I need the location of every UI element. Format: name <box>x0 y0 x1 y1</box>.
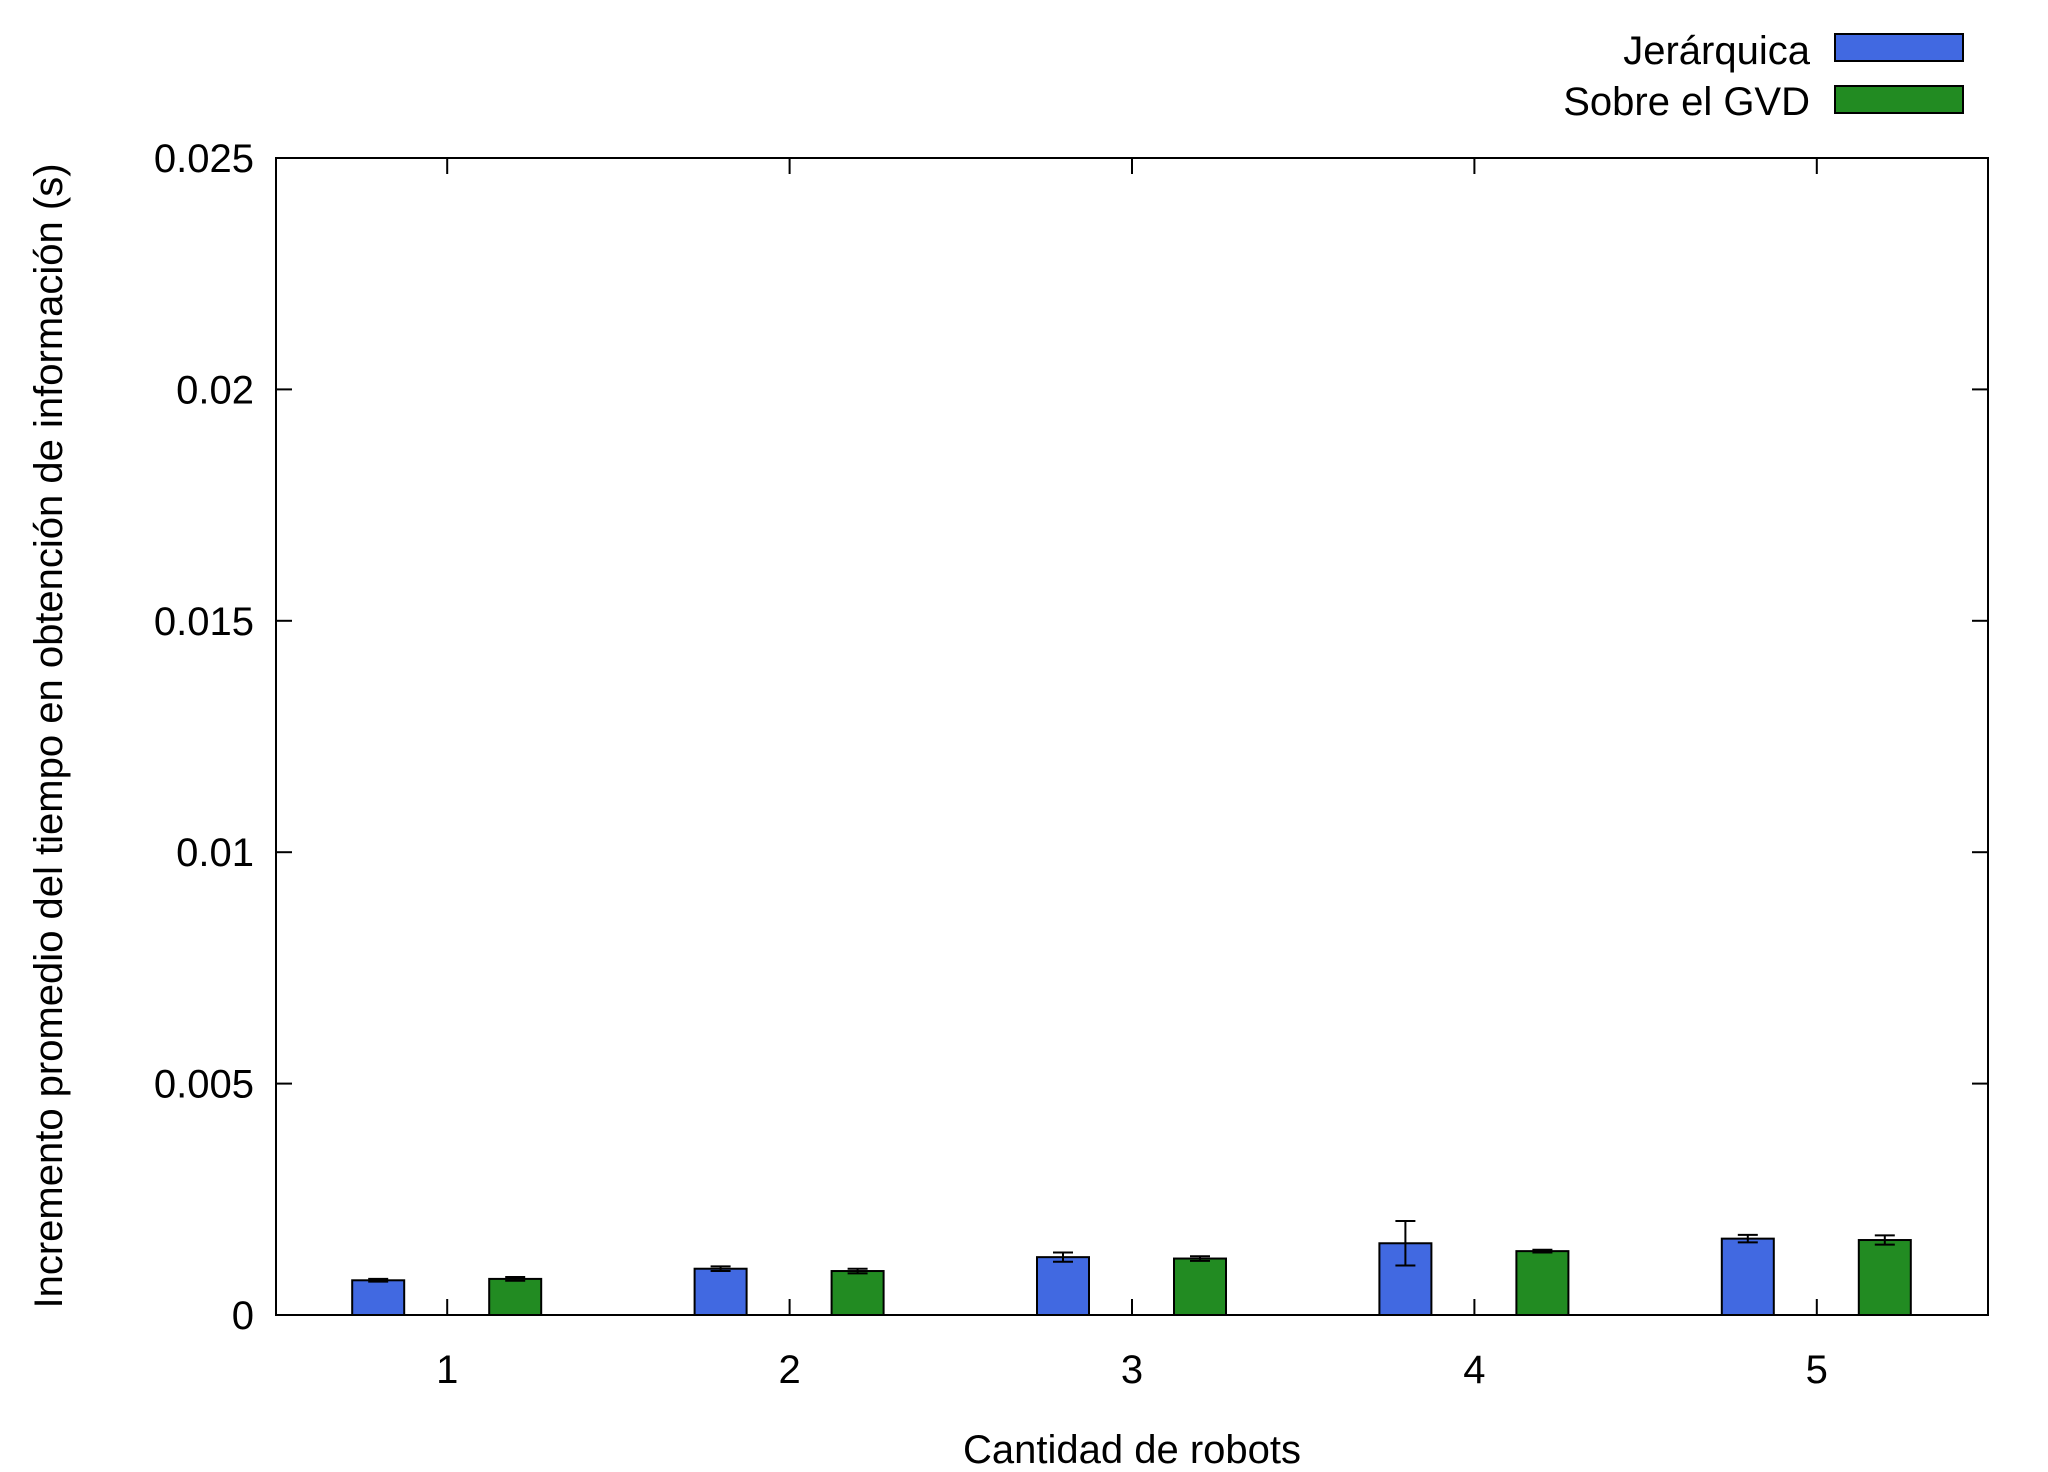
error-bar <box>1737 1233 1758 1244</box>
bar-sobre-el-gvd-5 <box>1857 1239 1912 1316</box>
bar-jerarquica-1 <box>351 1279 406 1317</box>
bar-sobre-el-gvd-3 <box>1173 1257 1227 1317</box>
legend: Jerárquica Sobre el GVD <box>1563 29 1964 124</box>
ticks: 0 0.005 0.01 0.015 0.02 0.025 1 2 3 4 5 <box>154 137 1988 1392</box>
error-bar <box>1874 1234 1895 1246</box>
legend-swatch-jerarquica <box>1834 33 1964 62</box>
x-tick-label: 2 <box>778 1348 800 1392</box>
x-tick-label: 3 <box>1121 1348 1143 1392</box>
bar-jerarquica-5 <box>1720 1237 1775 1316</box>
y-tick-label: 0.02 <box>176 368 254 412</box>
bar-sobre-el-gvd-2 <box>830 1270 885 1317</box>
x-axis-title: Cantidad de robots <box>963 1428 1301 1472</box>
bar-sobre-el-gvd-4 <box>1515 1250 1570 1316</box>
error-bar <box>505 1276 526 1282</box>
x-tick-label: 1 <box>436 1348 458 1392</box>
bars <box>351 1220 1912 1317</box>
error-bar <box>710 1265 731 1273</box>
plot-frame <box>275 157 1989 1316</box>
y-tick-label: 0 <box>232 1294 254 1338</box>
x-tick-label: 5 <box>1806 1348 1828 1392</box>
error-bar <box>847 1267 868 1275</box>
bar-jerarquica-2 <box>693 1267 748 1316</box>
y-tick-label: 0.015 <box>154 600 254 644</box>
bar-jerarquica-3 <box>1036 1256 1090 1317</box>
error-bar <box>1532 1248 1553 1254</box>
y-tick-label: 0.01 <box>176 831 254 875</box>
y-axis-title: Incremento promedio del tiempo en obtenc… <box>27 163 71 1308</box>
legend-label-sobre-el-gvd: Sobre el GVD <box>1563 80 1810 124</box>
legend-swatch-sobre-el-gvd <box>1834 85 1964 114</box>
error-bar <box>1190 1255 1210 1262</box>
y-tick-label: 0.005 <box>154 1063 254 1107</box>
y-tick-label: 0.025 <box>154 137 254 181</box>
bar-sobre-el-gvd-1 <box>488 1277 543 1317</box>
error-bar <box>368 1277 389 1283</box>
x-tick-label: 4 <box>1463 1348 1485 1392</box>
error-bar <box>1053 1251 1073 1263</box>
error-bar <box>1395 1220 1416 1267</box>
legend-label-jerarquica: Jerárquica <box>1623 29 1811 73</box>
